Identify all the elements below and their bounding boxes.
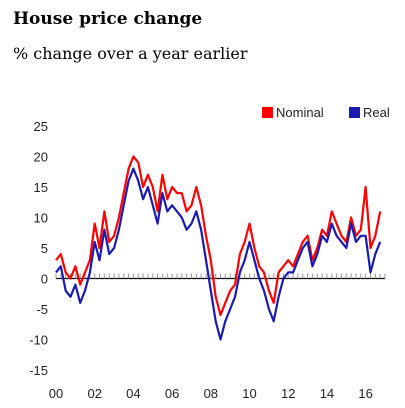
y-tick-label: 20	[34, 150, 48, 165]
y-tick-label: -5	[36, 302, 48, 317]
y-tick-label: 25	[34, 119, 48, 134]
y-tick-label: -10	[29, 333, 48, 348]
y-tick-label: 5	[41, 241, 48, 256]
x-tick-label: 06	[165, 386, 179, 401]
x-tick-label: 08	[204, 386, 218, 401]
x-tick-label: 12	[281, 386, 295, 401]
x-tick-label: 02	[87, 386, 101, 401]
series-line-nominal	[55, 155, 382, 317]
x-tick-label: 10	[242, 386, 256, 401]
y-tick-label: 0	[41, 272, 48, 287]
y-tick-label: -15	[29, 363, 48, 378]
x-tick-label: 04	[126, 386, 140, 401]
legend-swatch-nominal	[262, 107, 273, 118]
series-line-real	[55, 167, 382, 341]
x-tick-label: 14	[320, 386, 334, 401]
chart-title: House price change	[13, 9, 203, 29]
legend-label-nominal: Nominal	[276, 105, 324, 120]
x-tick-label: 16	[358, 386, 372, 401]
y-tick-label: 15	[34, 180, 48, 195]
y-tick-label: 10	[34, 211, 48, 226]
legend-label-real: Real	[363, 105, 390, 120]
legend-swatch-real	[349, 107, 360, 118]
x-tick-label: 00	[49, 386, 63, 401]
chart-subtitle: % change over a year earlier	[13, 44, 248, 63]
